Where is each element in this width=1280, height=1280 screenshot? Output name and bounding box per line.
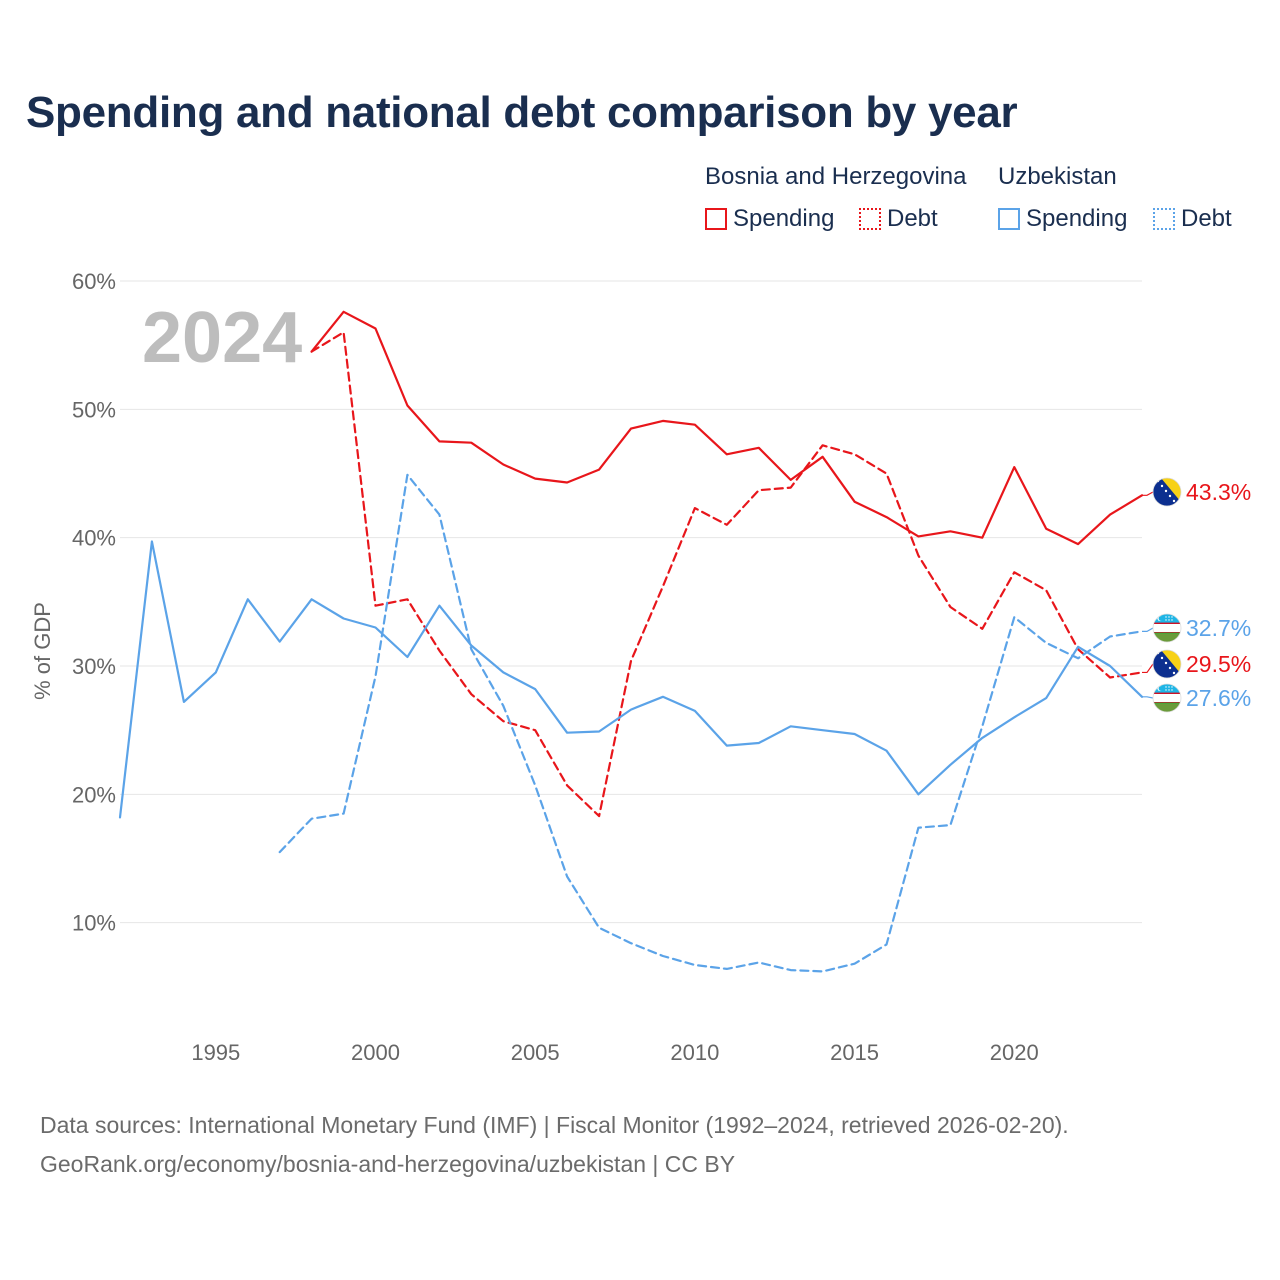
footer-sources: Data sources: International Monetary Fun… [40, 1112, 1069, 1138]
legend-item-uzb-debt[interactable]: Debt [1153, 204, 1232, 234]
legend-item-uzb-spending[interactable]: Spending [998, 204, 1127, 234]
legend-item-bih-debt[interactable]: Debt [859, 204, 938, 234]
end-label-connector [1142, 696, 1154, 699]
x-axis: 1995 2000 2005 2010 2015 2020 [191, 1040, 1038, 1065]
y-tick-label: 30% [72, 654, 116, 679]
end-label-connector [1142, 663, 1154, 674]
x-tick-label: 2015 [830, 1040, 879, 1065]
end-label-connector [1142, 627, 1154, 632]
series-line-uzb_debt [278, 473, 1144, 973]
x-tick-label: 2020 [990, 1040, 1039, 1065]
bosnia-flag-icon [1153, 650, 1181, 679]
legend-item-bih-spending[interactable]: Spending [705, 204, 834, 234]
uzbekistan-flag-icon [1153, 684, 1181, 713]
year-watermark: 2024 [142, 298, 302, 378]
x-tick-label: 2010 [670, 1040, 719, 1065]
end-value-label-uzb_spending: 27.6% [1186, 685, 1251, 711]
y-tick-label: 10% [72, 911, 116, 936]
legend-swatch-solid-red [705, 208, 727, 230]
end-value-label-uzb_debt: 32.7% [1186, 615, 1251, 641]
y-axis: 10% 20% 30% 40% 50% 60% [72, 269, 116, 936]
legend-label: Spending [1026, 205, 1128, 232]
legend-swatch-solid-blue [998, 208, 1020, 230]
end-value-label-bih_spending: 43.3% [1186, 479, 1251, 505]
y-tick-label: 60% [72, 269, 116, 294]
y-axis-label: % of GDP [30, 602, 55, 700]
line-chart: 2024 10% 20% 30% 40% 50% 60% 1995 2000 2005 2010… [30, 269, 1251, 1065]
y-tick-label: 40% [72, 526, 116, 551]
series-line-bih_debt [310, 331, 1144, 818]
uzbekistan-flag-icon [1153, 614, 1181, 643]
end-labels: 43.3% 29.5% 27.6% 32.7% [1142, 478, 1251, 713]
grid-lines [120, 280, 1142, 924]
y-tick-label: 20% [72, 782, 116, 807]
footer: Data sources: International Monetary Fun… [40, 1106, 1069, 1184]
legend-group-uzb: Uzbekistan [998, 163, 1117, 190]
chart-title: Spending and national debt comparison by… [26, 88, 1018, 137]
footer-link[interactable]: GeoRank.org/economy/bosnia-and-herzegovi… [40, 1151, 736, 1177]
x-tick-label: 1995 [191, 1040, 240, 1065]
end-label-connector [1142, 491, 1154, 496]
legend-label: Debt [887, 205, 938, 232]
legend-label: Debt [1181, 205, 1232, 232]
x-tick-label: 2005 [511, 1040, 560, 1065]
legend-label: Spending [733, 205, 835, 232]
bosnia-flag-icon [1153, 478, 1181, 507]
legend-group-bih: Bosnia and Herzegovina [705, 163, 967, 190]
legend-swatch-dotted-blue [1153, 208, 1175, 230]
series-line-uzb_spending [118, 540, 1144, 819]
x-tick-label: 2000 [351, 1040, 400, 1065]
y-tick-label: 50% [72, 397, 116, 422]
end-value-label-bih_debt: 29.5% [1186, 651, 1251, 677]
legend-swatch-dotted-red [859, 208, 881, 230]
series-lines [118, 310, 1144, 973]
series-line-bih_spending [310, 310, 1144, 546]
